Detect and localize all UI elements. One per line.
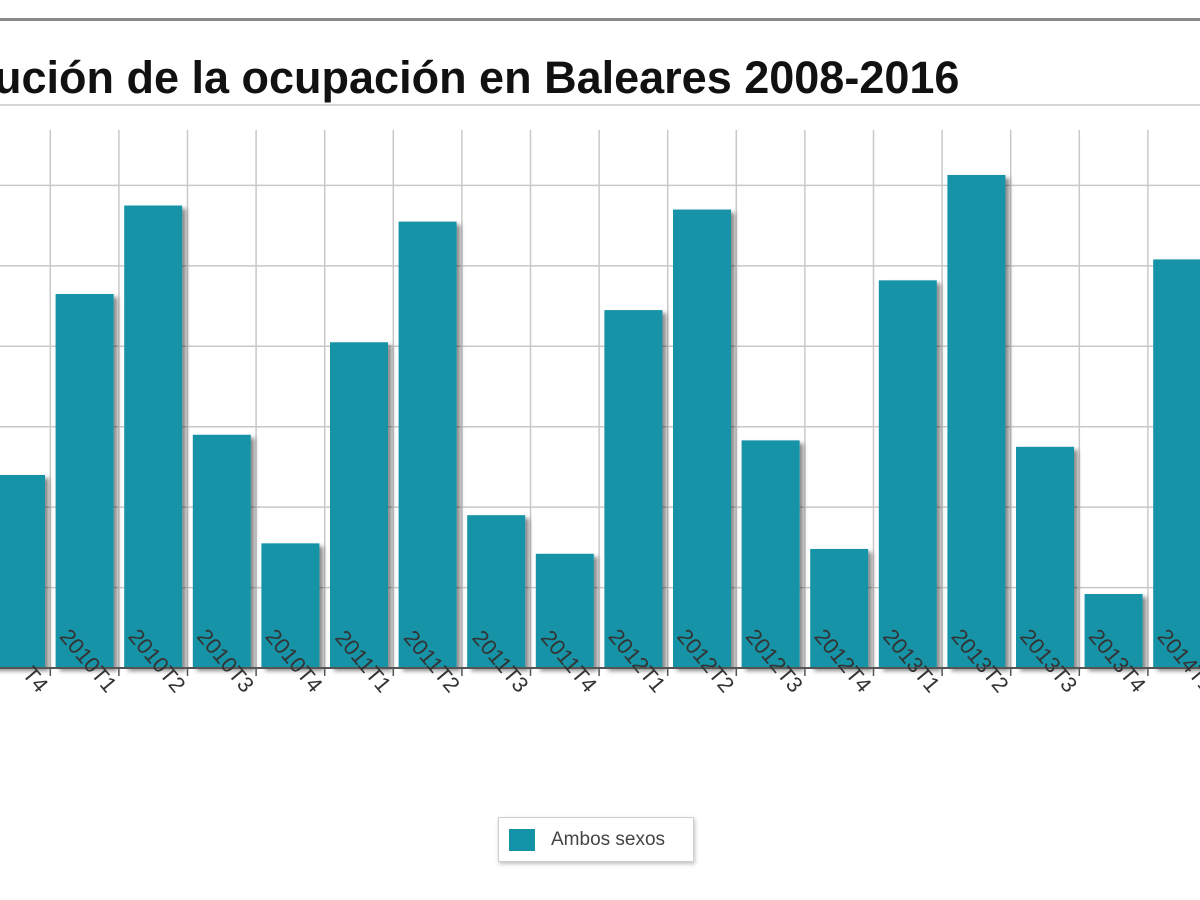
bar-2010T3 <box>192 434 251 668</box>
legend: Ambos sexos <box>498 817 694 862</box>
bar-2013T4 <box>1084 594 1143 668</box>
bar-2010T1 <box>55 294 114 668</box>
legend-label-ambos-sexos: Ambos sexos <box>551 829 666 850</box>
bar-2012T1 <box>604 310 663 668</box>
bars <box>0 174 1200 669</box>
bar-2009T4 <box>0 474 45 668</box>
bar-2010T2 <box>124 205 183 669</box>
bar-2012T3 <box>741 440 800 668</box>
bar-2011T2 <box>398 221 457 668</box>
bar-2013T1 <box>878 280 937 668</box>
bar-2011T4 <box>535 553 594 668</box>
legend-swatch-ambos-sexos <box>509 829 535 851</box>
bar-2013T3 <box>1016 446 1074 668</box>
chart-title: olución de la ocupación en Baleares 2008… <box>0 52 960 103</box>
bar-2010T4 <box>261 543 320 668</box>
bar-2014T1 <box>1153 259 1200 668</box>
bar-2012T4 <box>810 548 869 668</box>
bar-2011T1 <box>330 342 388 668</box>
bar-2011T3 <box>467 515 526 668</box>
bar-2013T2 <box>947 174 1006 669</box>
bar-2012T2 <box>673 209 731 669</box>
top-border <box>0 18 1200 21</box>
